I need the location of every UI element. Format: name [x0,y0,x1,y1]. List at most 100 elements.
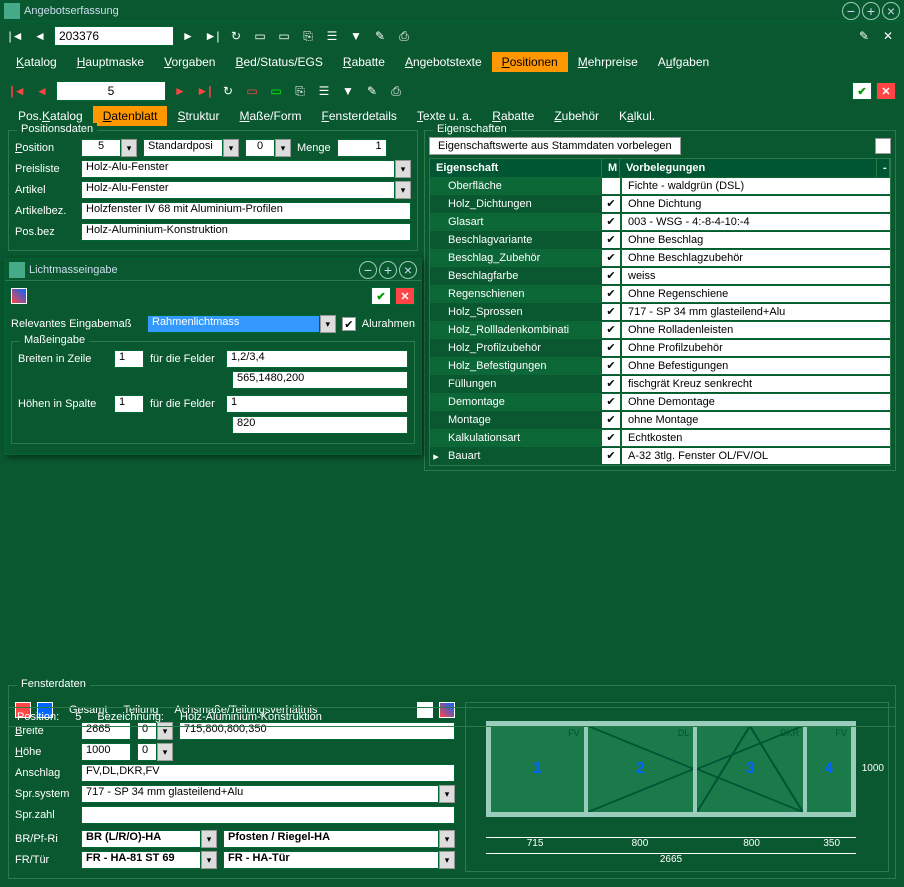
property-row[interactable]: Holz_Profilzubehör✔Ohne Profilzubehör [430,339,890,357]
menu-rabatte[interactable]: Rabatte [333,52,395,72]
tab-zubehoer[interactable]: Zubehör [544,106,609,126]
modal-confirm-button[interactable]: ✔ [371,287,391,305]
modal-minimize-button[interactable]: − [359,261,377,279]
menu-hauptmaske[interactable]: Hauptmaske [67,52,154,72]
position-dd[interactable]: ▾ [121,139,137,157]
prop-value[interactable]: Fichte - waldgrün (DSL) [622,178,890,194]
modal-close-button[interactable]: × [399,261,417,279]
postype-dd[interactable]: ▾ [223,139,239,157]
search-input[interactable] [54,26,174,46]
pfosten-field[interactable]: Pfosten / Riegel-HA [223,830,439,848]
filter-icon[interactable]: ▼ [346,26,366,46]
property-row[interactable]: Regenschienen✔Ohne Regenschiene [430,285,890,303]
pos-print-icon[interactable]: ⎙ [386,81,406,101]
pos-copy-icon[interactable]: ⎘ [290,81,310,101]
prop-value[interactable]: 717 - SP 34 mm glasteilend+Alu [622,304,890,320]
artikelbez-field[interactable]: Holzfenster IV 68 mit Aluminium-Profilen [81,202,411,220]
hoehen-vals-field[interactable]: 820 [232,416,408,434]
prop-check[interactable]: ✔ [602,394,620,410]
pos-refresh-icon[interactable]: ↻ [218,81,238,101]
property-row[interactable]: Holz_Dichtungen✔Ohne Dichtung [430,195,890,213]
property-row[interactable]: Montage✔ohne Montage [430,411,890,429]
prop-value[interactable]: A-32 3tlg. Fenster OL/FV/OL [622,448,890,464]
modal-cancel-button[interactable]: ✕ [395,287,415,305]
prop-value[interactable]: Ohne Demontage [622,394,890,410]
prop-value[interactable]: Ohne Regenschiene [622,286,890,302]
preset-square[interactable] [875,138,891,154]
menge-field[interactable]: 1 [337,139,387,157]
prop-check[interactable]: ✔ [602,430,620,446]
prev-icon[interactable]: ◄ [30,26,50,46]
property-row[interactable]: OberflächeFichte - waldgrün (DSL) [430,177,890,195]
pos-edit-icon[interactable]: ✎ [362,81,382,101]
prop-check[interactable]: ✔ [602,322,620,338]
tab-masseform[interactable]: Maße/Form [229,106,311,126]
prop-value[interactable]: Ohne Befestigungen [622,358,890,374]
prop-value[interactable]: 003 - WSG - 4:-8-4-10:-4 [622,214,890,230]
menu-positionen[interactable]: Positionen [492,52,568,72]
prop-check[interactable]: ✔ [602,376,620,392]
prop-check[interactable]: ✔ [602,232,620,248]
modal-diag-icon[interactable] [11,288,27,304]
prop-check[interactable]: ✔ [602,286,620,302]
tab-kalkul[interactable]: Kalkul. [609,106,665,126]
prop-value[interactable]: Ohne Rolladenleisten [622,322,890,338]
print-icon[interactable]: ⎙ [394,26,414,46]
menu-katalog[interactable]: Katalog [6,52,67,72]
prop-value[interactable]: Ohne Dichtung [622,196,890,212]
pos-prev-icon[interactable]: ◄ [32,81,52,101]
menu-vorgaben[interactable]: Vorgaben [154,52,225,72]
alurahmen-checkbox[interactable]: ✔ [342,317,356,331]
prop-check[interactable]: ✔ [602,340,620,356]
frhatuer-field[interactable]: FR - HA-Tür [223,851,439,869]
hoehe-field[interactable]: 1000 [81,743,131,761]
postype-field[interactable]: Standardposi [143,139,223,157]
doc1-icon[interactable]: ▭ [250,26,270,46]
frhatuer-dd[interactable]: ▾ [439,851,455,869]
frtuer-field[interactable]: FR - HA-81 ST 69 [81,851,201,869]
prop-value[interactable]: fischgrät Kreuz senkrecht [622,376,890,392]
preisliste-dd[interactable]: ▾ [395,160,411,178]
posnum-dd[interactable]: ▾ [275,139,291,157]
sprsystem-dd[interactable]: ▾ [439,785,455,803]
prop-check[interactable]: ✔ [602,304,620,320]
tab-datenblatt[interactable]: Datenblatt [93,106,168,126]
prop-check[interactable]: ✔ [602,358,620,374]
pos-list-icon[interactable]: ☰ [314,81,334,101]
refresh-icon[interactable]: ↻ [226,26,246,46]
brpfri-field[interactable]: BR (L/R/O)-HA [81,830,201,848]
prop-value[interactable]: Ohne Profilzubehör [622,340,890,356]
prop-check[interactable]: ✔ [602,250,620,266]
position-field[interactable]: 5 [81,139,121,157]
menu-mehrpreise[interactable]: Mehrpreise [568,52,648,72]
minimize-button[interactable]: − [842,2,860,20]
property-row[interactable]: Beschlagvariante✔Ohne Beschlag [430,231,890,249]
menu-aufgaben[interactable]: Aufgaben [648,52,719,72]
hoehen-felder-field[interactable]: 1 [226,395,408,413]
brpfri-dd[interactable]: ▾ [201,830,217,848]
preset-button[interactable]: Eigenschaftswerte aus Stammdaten vorbele… [429,137,681,155]
posnum-field[interactable]: 0 [245,139,275,157]
prop-check[interactable]: ✔ [602,196,620,212]
pos-last-icon[interactable]: ►| [194,81,214,101]
prop-check[interactable] [602,178,620,194]
anschlag-field[interactable]: FV,DL,DKR,FV [81,764,455,782]
hoehen-spalte-field[interactable]: 1 [114,395,144,413]
breiten-vals-field[interactable]: 565,1480,200 [232,371,408,389]
tab-struktur[interactable]: Struktur [167,106,229,126]
artikel-dd[interactable]: ▾ [395,181,411,199]
pfosten-dd[interactable]: ▾ [439,830,455,848]
prop-value[interactable]: Ohne Beschlag [622,232,890,248]
property-row[interactable]: Glasart✔003 - WSG - 4:-8-4-10:-4 [430,213,890,231]
prop-check[interactable]: ✔ [602,214,620,230]
menu-angebotstexte[interactable]: Angebotstexte [395,52,492,72]
property-row[interactable]: Kalkulationsart✔Echtkosten [430,429,890,447]
property-row[interactable]: Füllungen✔fischgrät Kreuz senkrecht [430,375,890,393]
maximize-button[interactable]: + [862,2,880,20]
pos-first-icon[interactable]: |◄ [8,81,28,101]
first-icon[interactable]: |◄ [6,26,26,46]
prop-value[interactable]: ohne Montage [622,412,890,428]
tab-fensterdetails[interactable]: Fensterdetails [312,106,407,126]
frtuer-dd[interactable]: ▾ [201,851,217,869]
pos-input[interactable] [56,81,166,101]
